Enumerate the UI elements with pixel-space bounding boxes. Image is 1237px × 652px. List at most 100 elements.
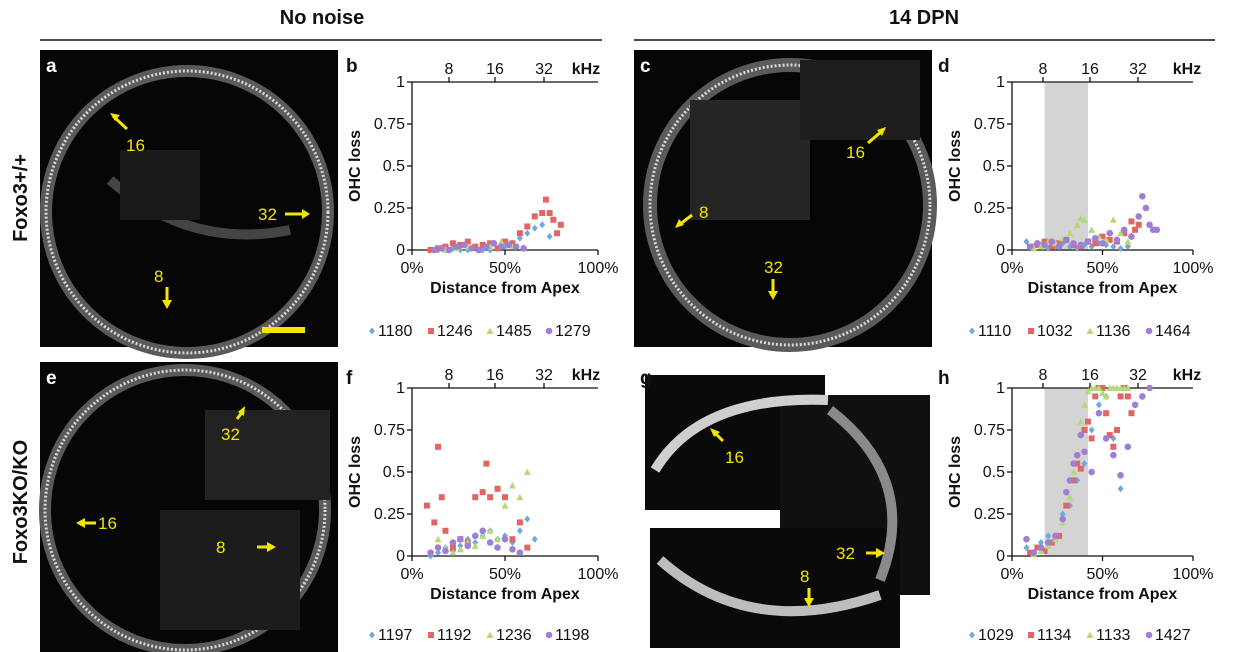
data-point	[1023, 238, 1030, 246]
top-tick-label: 8	[1039, 61, 1048, 78]
legend-label: 1427	[1155, 627, 1191, 644]
data-point	[1091, 234, 1099, 242]
x-tick-label: 100%	[578, 260, 619, 277]
data-point	[1077, 418, 1085, 425]
legend-marker	[1028, 328, 1034, 334]
data-point	[1041, 241, 1048, 249]
data-point	[505, 241, 513, 249]
data-point	[531, 224, 538, 232]
legend-marker	[428, 328, 434, 334]
data-point	[468, 245, 475, 252]
data-point	[509, 545, 516, 553]
panel-label-b: b	[346, 56, 358, 77]
legend-label: 1110	[978, 323, 1011, 340]
data-point	[1041, 238, 1048, 245]
shaded-noise-band	[1044, 388, 1089, 556]
legend-label: 1133	[1096, 627, 1131, 644]
data-point	[1056, 240, 1063, 247]
y-tick-label: 0.5	[983, 158, 1005, 175]
data-point	[516, 230, 523, 237]
data-point	[435, 549, 442, 557]
legend-label: 1029	[978, 627, 1014, 644]
legend-marker	[1086, 327, 1094, 334]
data-point	[1070, 239, 1077, 247]
data-point	[1088, 468, 1095, 476]
data-point	[501, 535, 509, 543]
data-point	[501, 502, 509, 509]
data-point	[1095, 409, 1103, 417]
y-tick-label: 1	[996, 380, 1005, 397]
data-point	[1135, 213, 1142, 220]
y-tick-label: 0	[396, 242, 405, 259]
data-point	[1113, 427, 1120, 433]
data-point	[1117, 244, 1124, 252]
data-point	[1153, 226, 1161, 234]
data-point	[1106, 432, 1113, 439]
data-point	[1099, 239, 1106, 247]
data-point	[1034, 544, 1041, 551]
image-panel-c: c 16 8 32	[634, 50, 937, 352]
legend-label: 1136	[1096, 323, 1131, 340]
data-point	[479, 532, 487, 539]
data-point	[1037, 243, 1045, 250]
chart-panel-d: d 8 16 32 kHz 0 0.25 0.5 0.75 1 OHC loss 0% 50% 100% D…	[938, 56, 1213, 340]
data-point	[442, 527, 449, 534]
legend-label: 1485	[496, 323, 532, 340]
row-label-foxo3-ko: Foxo3KO/KO	[10, 440, 32, 564]
data-point	[516, 493, 524, 501]
data-point	[1088, 226, 1096, 233]
legend-label: 1464	[1155, 323, 1191, 340]
data-point	[1059, 510, 1066, 518]
data-point	[472, 243, 479, 250]
data-point	[1080, 216, 1088, 223]
data-point	[539, 221, 546, 229]
data-point	[494, 245, 501, 252]
data-point	[502, 494, 508, 501]
data-point	[546, 233, 553, 241]
data-point	[546, 210, 553, 217]
data-point	[472, 494, 479, 501]
y-tick-label: 0.25	[974, 506, 1005, 523]
data-point	[1110, 243, 1117, 251]
data-point	[1041, 547, 1048, 554]
data-point	[486, 539, 494, 546]
data-point	[1056, 532, 1063, 539]
y-tick-label: 0.25	[374, 200, 405, 217]
panel-label-g: g	[640, 368, 652, 389]
legend-marker	[1028, 632, 1034, 638]
y-axis-label: OHC loss	[347, 130, 364, 202]
top-tick-label: 8	[1039, 367, 1048, 384]
data-point	[1124, 443, 1132, 451]
top-tick-label: 32	[535, 367, 553, 384]
data-point	[434, 535, 442, 543]
data-point	[524, 223, 531, 230]
top-tick-label: 8	[445, 367, 454, 384]
top-axis-unit: kHz	[572, 61, 600, 78]
data-point	[1037, 544, 1045, 551]
y-tick-label: 1	[396, 380, 405, 397]
x-tick-label: 50%	[489, 566, 521, 583]
chart-panel-b: b 8 16 32 kHz 0 0.25 0.5 0.75 1 OHC loss 0% 50% 100% D…	[346, 56, 618, 340]
top-tick-label: 16	[486, 367, 504, 384]
top-tick-label: 32	[1129, 61, 1147, 78]
y-tick-label: 0.25	[374, 506, 405, 523]
freq-marker-8: 8	[800, 567, 809, 586]
data-point	[445, 246, 453, 254]
data-point	[1023, 544, 1030, 552]
data-point	[1027, 549, 1034, 556]
data-point	[1120, 226, 1128, 234]
data-point	[1099, 233, 1106, 240]
x-tick-label: 50%	[1086, 566, 1118, 583]
freq-marker-16: 16	[846, 143, 865, 162]
data-point	[524, 229, 531, 237]
data-point	[1070, 460, 1077, 467]
data-point	[497, 238, 505, 245]
data-point	[1063, 502, 1070, 509]
y-tick-label: 0.75	[974, 422, 1005, 439]
x-axis-label: Distance from Apex	[430, 280, 580, 297]
data-point	[1084, 238, 1092, 245]
legend-label: 1192	[437, 627, 472, 644]
legend-label: 1198	[555, 627, 590, 644]
data-point	[1052, 532, 1059, 540]
data-point	[456, 545, 464, 553]
